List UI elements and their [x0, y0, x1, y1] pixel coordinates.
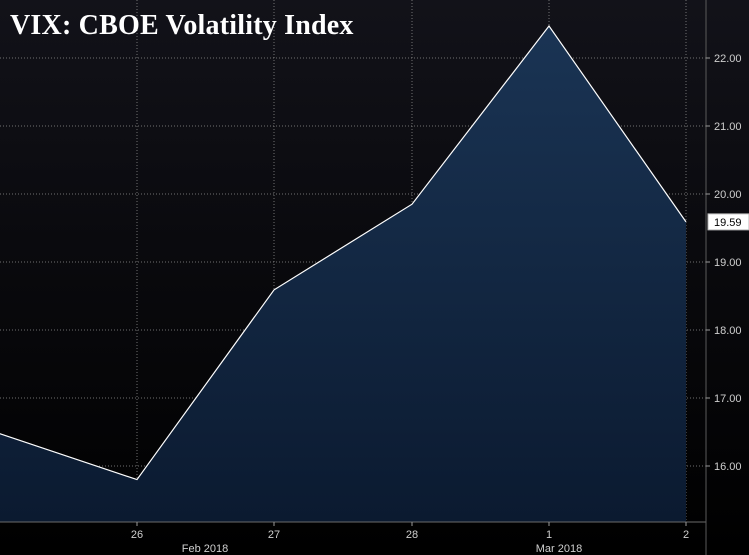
y-tick-label: 22.00 — [714, 53, 742, 65]
last-value-box — [707, 213, 749, 231]
x-tick-label: 2 — [683, 529, 689, 541]
last-value-label: 19.59 — [714, 217, 742, 229]
series-line — [0, 24, 687, 481]
series-area — [0, 26, 686, 522]
x-tick-label: 27 — [268, 529, 280, 541]
y-tick-label: 21.00 — [714, 121, 742, 133]
chart-title: VIX: CBOE Volatility Index — [10, 10, 354, 41]
x-tick-label: 1 — [546, 529, 552, 541]
x-month-label: Mar 2018 — [536, 543, 582, 555]
x-tick-label: 28 — [406, 529, 418, 541]
y-tick-label: 18.00 — [714, 325, 742, 337]
y-tick-label: 19.00 — [714, 257, 742, 269]
y-tick-label: 16.00 — [714, 461, 742, 473]
x-month-label: Feb 2018 — [182, 543, 228, 555]
y-tick-label: 20.00 — [714, 189, 742, 201]
x-tick-label: 26 — [131, 529, 143, 541]
y-tick-label: 17.00 — [714, 393, 742, 405]
